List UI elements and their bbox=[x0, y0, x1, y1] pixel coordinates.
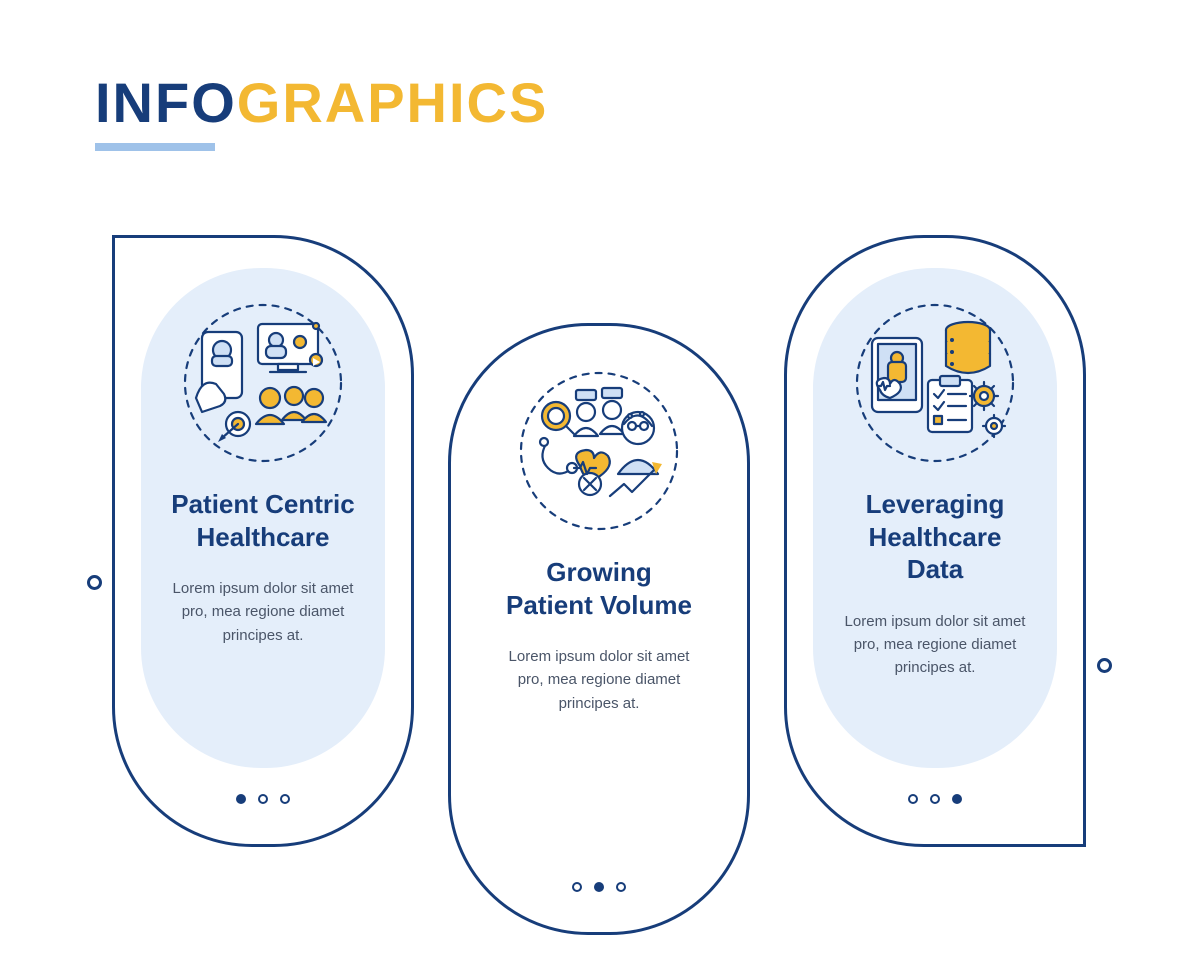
card-patient-centric: Patient Centric Healthcare Lorem ipsum d… bbox=[112, 235, 414, 847]
connector-node-left bbox=[87, 575, 102, 590]
telehealth-icon bbox=[178, 298, 348, 468]
dot bbox=[258, 794, 268, 804]
pagination-dots bbox=[572, 882, 626, 892]
card-title: Patient Centric Healthcare bbox=[159, 488, 367, 553]
card-body: Lorem ipsum dolor sit amet pro, mea regi… bbox=[495, 645, 703, 715]
dot-active bbox=[594, 882, 604, 892]
card-body: Lorem ipsum dolor sit amet pro, mea regi… bbox=[159, 577, 367, 647]
main-title: INFOGRAPHICS bbox=[95, 75, 548, 131]
card-title: Growing Patient Volume bbox=[495, 556, 703, 621]
connector-node-right bbox=[1097, 658, 1112, 673]
healthcare-data-icon bbox=[850, 298, 1020, 468]
title-part-1: INFO bbox=[95, 71, 237, 134]
pagination-dots bbox=[236, 794, 290, 804]
dot bbox=[616, 882, 626, 892]
patient-volume-icon bbox=[514, 366, 684, 536]
dot bbox=[280, 794, 290, 804]
card-healthcare-data: Leveraging Healthcare Data Lorem ipsum d… bbox=[784, 235, 1086, 847]
dot bbox=[572, 882, 582, 892]
dot-active bbox=[236, 794, 246, 804]
dot bbox=[908, 794, 918, 804]
title-part-2: GRAPHICS bbox=[237, 71, 549, 134]
card-title: Leveraging Healthcare Data bbox=[831, 488, 1039, 586]
cards-container: Patient Centric Healthcare Lorem ipsum d… bbox=[112, 235, 1086, 935]
pagination-dots bbox=[908, 794, 962, 804]
card-patient-volume: Growing Patient Volume Lorem ipsum dolor… bbox=[448, 323, 750, 935]
dot-active bbox=[952, 794, 962, 804]
dot bbox=[930, 794, 940, 804]
title-underline bbox=[95, 143, 215, 151]
infographic-header: INFOGRAPHICS bbox=[95, 75, 548, 151]
card-body: Lorem ipsum dolor sit amet pro, mea regi… bbox=[831, 610, 1039, 680]
